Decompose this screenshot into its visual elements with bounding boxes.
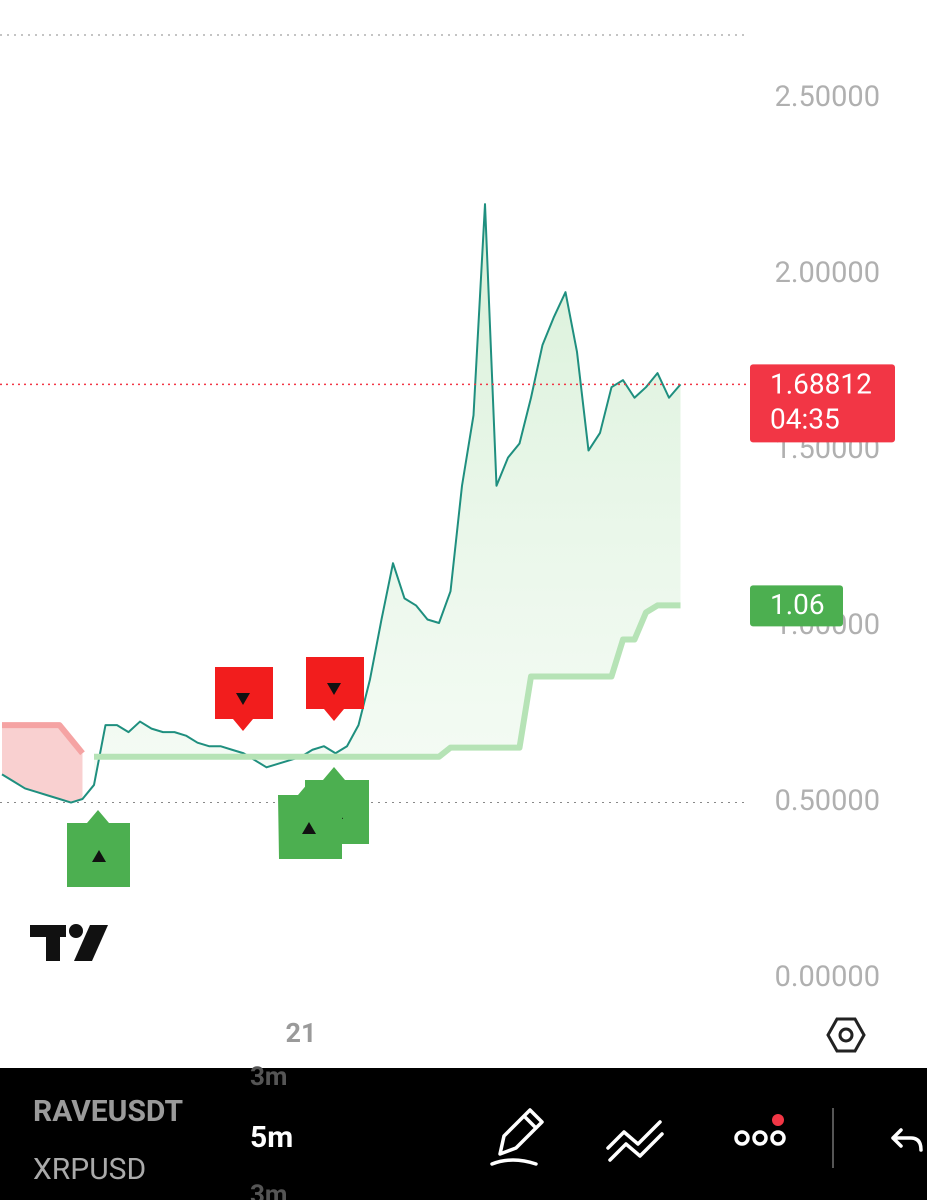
y-tick-label: 0.00000 — [775, 960, 880, 994]
trail-fill — [94, 204, 681, 785]
y-tick-label: 2.00000 — [775, 256, 880, 290]
trail-line — [94, 602, 681, 760]
countdown-label: 04:35 — [770, 403, 840, 436]
settings-button[interactable] — [826, 1017, 866, 1053]
more-button[interactable] — [734, 1130, 786, 1146]
y-tick-label: 0.50000 — [775, 784, 880, 818]
logo — [30, 924, 108, 961]
trail-stop-label: 1.06 — [770, 588, 825, 621]
sell-signal — [306, 657, 364, 721]
draw-button[interactable] — [490, 1108, 544, 1166]
y-tick-label: 2.50000 — [775, 80, 880, 114]
undo-button[interactable] — [891, 1128, 923, 1152]
buy-signal — [278, 782, 342, 859]
last-price-box — [750, 364, 895, 443]
symbol[interactable]: RAVEUSDT — [33, 1094, 184, 1129]
trail-stop-box — [750, 585, 843, 627]
timeframe[interactable]: 5m — [250, 1120, 294, 1155]
chart: 0.000000.500001.000001.500002.000002.500… — [0, 34, 895, 1053]
trail-line — [2, 722, 85, 756]
price-line — [1, 203, 682, 804]
x-tick-label: 21 — [286, 1017, 317, 1049]
sell-signal — [215, 667, 273, 731]
timeframe[interactable]: 3m — [250, 1062, 288, 1092]
trail-fill — [2, 725, 83, 803]
trendline-button[interactable] — [606, 1120, 664, 1162]
toolbar-icons — [490, 1108, 923, 1168]
buy-signal — [67, 810, 130, 887]
timeframe[interactable]: 3m — [250, 1180, 288, 1200]
symbol[interactable]: XRPUSD — [33, 1152, 147, 1187]
notification-dot — [772, 1114, 784, 1126]
toolbar: RAVEUSDT XRPUSD 3m 5m 3m — [0, 1062, 927, 1200]
last-price-label: 1.68812 — [770, 368, 872, 401]
